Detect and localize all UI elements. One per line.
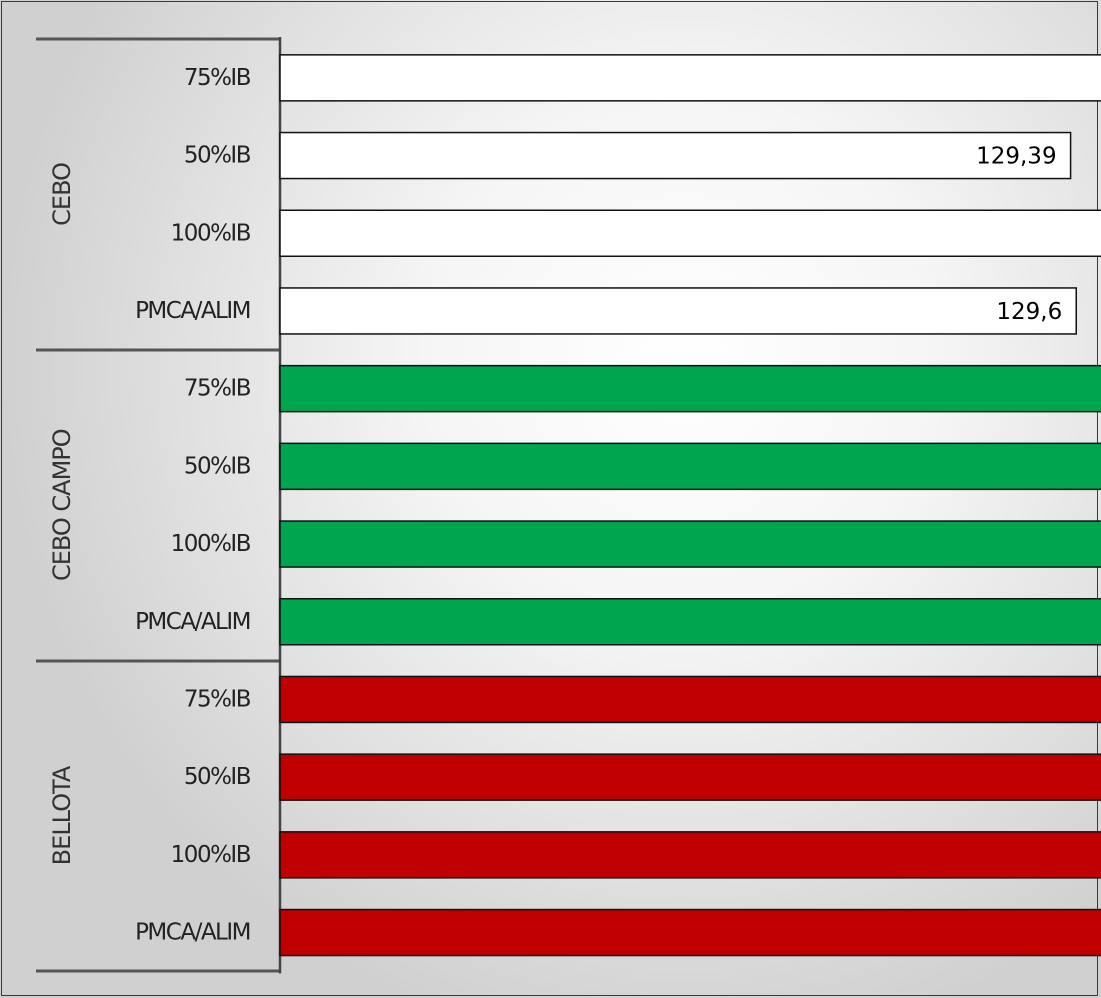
category-label: 75%IB (184, 376, 251, 402)
bar-cebo-campo-75-ib (279, 364, 1101, 413)
category-label: 50%IB (184, 143, 251, 169)
category-label: 75%IB (184, 686, 251, 712)
category-label: PMCA/ALIM (135, 920, 250, 946)
group-label-cebo-campo: CEBO CAMPO (48, 429, 76, 581)
category-label: 50%IB (184, 764, 251, 790)
bar-cebo-pmca-alim (279, 287, 1077, 335)
bar-bellota-100-ib (279, 831, 1101, 879)
bar-cebo-campo-pmca-alim (279, 598, 1101, 646)
category-label: PMCA/ALIM (135, 609, 250, 635)
data-label: 129,6 (996, 299, 1062, 325)
category-label: 50%IB (184, 453, 251, 479)
category-label: PMCA/ALIM (135, 298, 250, 324)
bar-cebo-75-ib (279, 54, 1101, 102)
group-label-bellota: BELLOTA (48, 765, 76, 865)
data-label: 129,39 (976, 144, 1056, 170)
category-label: 100%IB (171, 842, 251, 868)
bar-bellota-50-ib (279, 753, 1101, 801)
bar-cebo-50-ib (279, 131, 1072, 180)
group-label-cebo: CEBO (48, 163, 76, 226)
category-label: 100%IB (171, 531, 251, 557)
category-label: 75%IB (184, 65, 251, 91)
bar-cebo-campo-50-ib (279, 442, 1101, 491)
bar-bellota-pmca-alim (279, 908, 1101, 957)
category-label: 100%IB (171, 220, 251, 246)
bar-cebo-campo-100-ib (279, 520, 1101, 568)
bar-bellota-75-ib (279, 675, 1101, 724)
bar-cebo-100-ib (279, 209, 1101, 257)
